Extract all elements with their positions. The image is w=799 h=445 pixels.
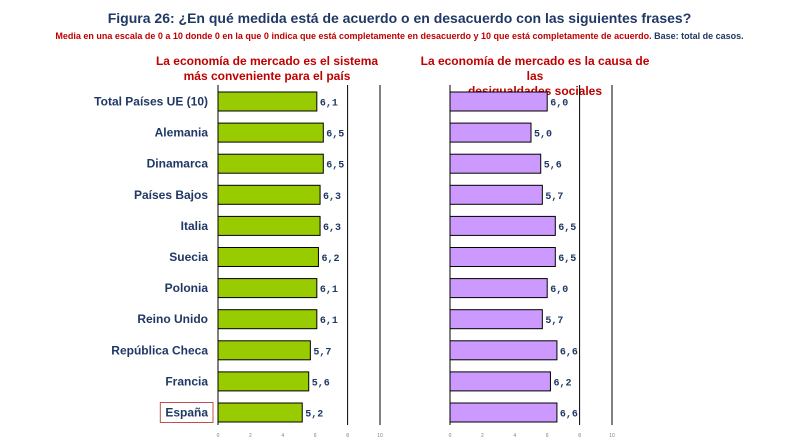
left-value-label: 5,7 xyxy=(313,347,331,358)
right-value-label: 5,6 xyxy=(544,161,562,172)
subtitle-text: Media en una escala de 0 a 10 donde 0 en… xyxy=(55,31,652,41)
right-bar xyxy=(449,247,556,267)
right-bar xyxy=(449,153,542,174)
category-label: Francia xyxy=(165,374,208,388)
right-bar xyxy=(449,340,558,361)
category-label: España xyxy=(165,406,208,420)
left-tick-label: 4 xyxy=(281,433,284,439)
right-value-label: 6,0 xyxy=(550,285,568,296)
left-bar xyxy=(217,340,311,361)
highlight-box xyxy=(159,402,214,423)
left-bar xyxy=(217,91,318,112)
category-label: Alemania xyxy=(155,126,209,140)
left-bar xyxy=(217,122,324,143)
right-bar xyxy=(449,371,551,392)
right-value-label: 6,0 xyxy=(550,99,568,110)
left-bar xyxy=(217,278,318,299)
left-value-label: 6,1 xyxy=(320,285,338,296)
right-value-label: 5,7 xyxy=(545,316,563,327)
left-bar xyxy=(217,153,324,174)
left-bar xyxy=(217,309,318,330)
left-value-label: 5,6 xyxy=(312,378,330,389)
right-tick-label: 6 xyxy=(546,433,549,439)
left-panel-title: La economía de mercado es el sistema más… xyxy=(152,54,382,84)
category-label: Total Países UE (10) xyxy=(94,95,208,109)
right-bar xyxy=(449,122,532,143)
left-value-label: 6,5 xyxy=(326,161,344,172)
category-label: Dinamarca xyxy=(147,157,209,171)
right-value-label: 6,6 xyxy=(560,347,578,358)
right-value-label: 5,7 xyxy=(545,192,563,203)
right-bar xyxy=(449,309,543,330)
left-value-label: 6,3 xyxy=(323,192,341,203)
right-value-label: 6,5 xyxy=(558,254,576,265)
category-label: Italia xyxy=(181,219,209,233)
right-value-label: 6,2 xyxy=(553,378,571,389)
chart-subtitle: Media en una escala de 0 a 10 donde 0 en… xyxy=(0,31,799,41)
right-tick-label: 10 xyxy=(609,433,615,439)
right-tick-label: 0 xyxy=(449,433,452,439)
right-bar xyxy=(449,278,548,299)
right-tick-label: 8 xyxy=(578,433,581,439)
right-bar xyxy=(449,91,548,112)
right-value-label: 5,0 xyxy=(534,130,552,141)
category-label: Países Bajos xyxy=(134,188,208,202)
right-bar xyxy=(449,215,556,236)
right-bar xyxy=(449,402,558,423)
left-bar xyxy=(217,184,321,205)
left-value-label: 6,2 xyxy=(321,254,339,265)
category-label: Suecia xyxy=(169,250,208,264)
right-value-label: 6,6 xyxy=(560,410,578,421)
left-value-label: 6,3 xyxy=(323,223,341,234)
right-bar xyxy=(449,184,543,205)
left-bar xyxy=(217,371,310,392)
base-note: Base: total de casos. xyxy=(654,31,744,41)
left-tick-label: 2 xyxy=(249,433,252,439)
right-panel-title-line1: La economía de mercado es la causa de la… xyxy=(420,54,650,83)
left-value-label: 5,2 xyxy=(305,410,323,421)
left-panel-title-line1: La economía de mercado es el sistema xyxy=(155,54,379,68)
category-label: República Checa xyxy=(111,343,208,357)
right-value-label: 6,5 xyxy=(558,223,576,234)
left-value-label: 6,1 xyxy=(320,316,338,327)
category-label: Reino Unido xyxy=(137,312,208,326)
left-value-label: 6,1 xyxy=(320,99,338,110)
left-value-label: 6,5 xyxy=(326,130,344,141)
left-bar xyxy=(217,215,321,236)
left-tick-label: 10 xyxy=(377,433,383,439)
chart-title: Figura 26: ¿En qué medida está de acuerd… xyxy=(107,10,692,26)
left-bar xyxy=(217,402,303,423)
left-tick-label: 8 xyxy=(346,433,349,439)
right-tick-label: 4 xyxy=(513,433,516,439)
right-tick-label: 2 xyxy=(481,433,484,439)
left-tick-label: 0 xyxy=(217,433,220,439)
left-bar xyxy=(217,247,319,267)
category-label: Polonia xyxy=(165,281,209,295)
left-panel-title-line2: más conveniente para el país xyxy=(183,69,351,83)
left-tick-label: 6 xyxy=(314,433,317,439)
